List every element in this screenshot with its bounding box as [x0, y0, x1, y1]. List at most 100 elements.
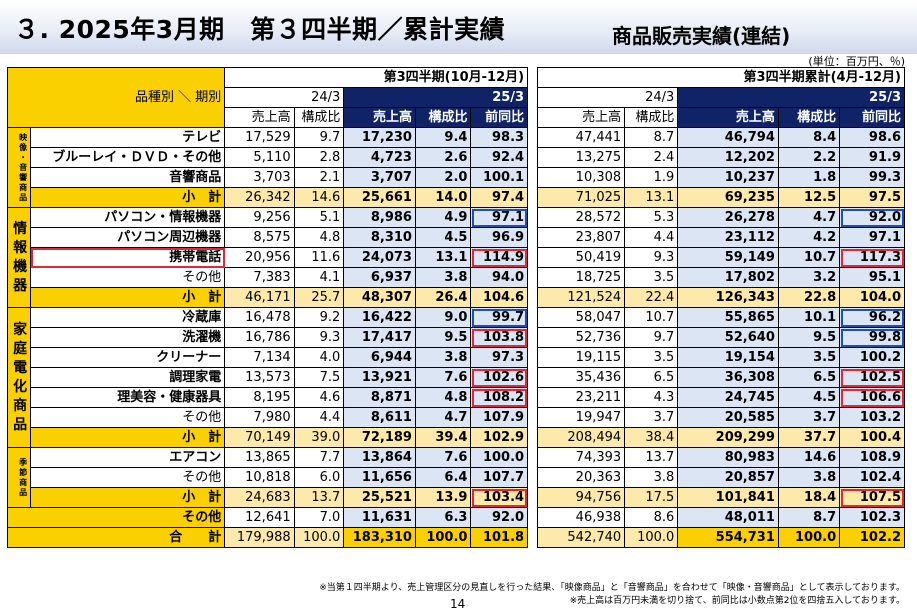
- cell-value: 59,149: [677, 247, 779, 268]
- cell-value: 13.1: [624, 187, 679, 208]
- cell-value: 4.3: [624, 387, 679, 408]
- cell-value: 100.0: [470, 447, 529, 468]
- cell-value: 91.9: [839, 147, 905, 168]
- cell-value: 9.0: [414, 307, 472, 328]
- table-row: 家庭電化商品冷蔵庫 16,478 9.2 16,422 9.0 99.7 58,047 10.…: [6, 307, 905, 448]
- cell-value: 6.5: [624, 367, 679, 388]
- page-subtitle: 商品販売実績(連結): [612, 24, 791, 48]
- cell-value: 14.6: [293, 187, 345, 208]
- cell-value: 102.5: [839, 367, 905, 388]
- category-season: 季節商品: [6, 447, 32, 508]
- cell-value: 108.2: [470, 387, 529, 408]
- row-label: 冷蔵庫: [30, 307, 226, 328]
- cell-value: 4.2: [777, 227, 841, 248]
- cell-value: 104.0: [839, 287, 905, 308]
- cell-value: 17,529: [224, 127, 295, 148]
- cell-value: 94.0: [470, 267, 529, 288]
- table-row: 理美容・健康器具 8,195 4.6 8,871 4.8 108.2 23,211 4.3 24…: [8, 387, 905, 408]
- cell-value: 37.7: [777, 427, 841, 448]
- cell-value: 18,725: [537, 267, 626, 288]
- cell-value: 48,307: [343, 287, 416, 308]
- cell-value: 20,363: [537, 467, 626, 488]
- row-label: その他: [30, 407, 226, 428]
- cell-value: 8,611: [343, 407, 416, 428]
- cell-value: 183,310: [343, 527, 416, 548]
- cell-value: 6,937: [343, 267, 416, 288]
- cell-value: 11,656: [343, 467, 416, 488]
- cell-value: 126,343: [677, 287, 779, 308]
- cell-value: 92.4: [470, 147, 529, 168]
- cell-value: 2.6: [414, 147, 472, 168]
- cell-value: 208,494: [537, 427, 626, 448]
- cell-value: 4.4: [293, 407, 345, 428]
- cell-value: 3.7: [624, 407, 679, 428]
- cell-value: 96.9: [470, 227, 529, 248]
- cell-value: 98.6: [839, 127, 905, 148]
- table-row: 映像・音響商品テレビ 17,529 9.7 17,230 9.4 98.3 47,441 8.…: [6, 127, 905, 208]
- table-row: 情報機器パソコン・情報機器 9,256 5.1 8,986 4.9 97.1 28,572 5…: [6, 207, 905, 308]
- cell-value: 3,703: [224, 167, 295, 188]
- cell-value: 35,436: [537, 367, 626, 388]
- cell-value: 28,572: [537, 207, 626, 228]
- cell-value: 14.0: [414, 187, 472, 208]
- cell-value: 20,585: [677, 407, 779, 428]
- cell-value: 107.7: [470, 467, 529, 488]
- cell-value: 13,865: [224, 447, 295, 468]
- cell-value: 58,047: [537, 307, 626, 328]
- cell-value: 10.1: [777, 307, 841, 328]
- cell-value: 103.8: [470, 327, 529, 348]
- cell-value: 7,980: [224, 407, 295, 428]
- cell-value: 2.0: [414, 167, 472, 188]
- cell-value: 9.3: [624, 247, 679, 268]
- cell-value: 13,864: [343, 447, 416, 468]
- cell-value: 9.7: [293, 127, 345, 148]
- cell-value: 103.2: [839, 407, 905, 428]
- row-label: その他: [6, 507, 226, 528]
- row-label: 携帯電話: [30, 247, 226, 268]
- cell-value: 97.1: [839, 227, 905, 248]
- cell-value: 22.8: [777, 287, 841, 308]
- cell-value: 2.2: [777, 147, 841, 168]
- unit-label: (単位：百万円、％): [808, 55, 905, 68]
- cell-value: 554,731: [677, 527, 779, 548]
- cell-value: 23,112: [677, 227, 779, 248]
- cell-value: 12,202: [677, 147, 779, 168]
- cell-value: 8,310: [343, 227, 416, 248]
- cell-value: 4.0: [293, 347, 345, 368]
- row-label: 理美容・健康器具: [30, 387, 226, 408]
- cell-value: 13,275: [537, 147, 626, 168]
- cell-value: 12,641: [224, 507, 295, 528]
- cell-value: 1.8: [777, 167, 841, 188]
- cell-value: 7.0: [293, 507, 345, 528]
- cell-value: 10,308: [537, 167, 626, 188]
- cell-value: 46,171: [224, 287, 295, 308]
- cell-value: 11.6: [293, 247, 345, 268]
- cell-value: 7.6: [414, 367, 472, 388]
- cell-value: 4.7: [777, 207, 841, 228]
- cum-prev-period: 24/3: [537, 87, 679, 108]
- cell-value: 95.1: [839, 267, 905, 288]
- row-label: その他: [30, 467, 226, 488]
- cell-value: 80,983: [677, 447, 779, 468]
- cell-value: 3.8: [624, 467, 679, 488]
- cell-value: 107.5: [839, 487, 905, 508]
- cell-value: 74,393: [537, 447, 626, 468]
- cell-value: 99.3: [839, 167, 905, 188]
- table-row: 洗濯機 16,786 9.3 17,417 9.5 103.8 52,736 9.7 52,64…: [8, 327, 905, 348]
- cell-value: 26,278: [677, 207, 779, 228]
- cell-value: 97.3: [470, 347, 529, 368]
- cell-value: 3.5: [777, 347, 841, 368]
- cell-value: 102.2: [839, 527, 905, 548]
- cell-value: 19,154: [677, 347, 779, 368]
- cell-value: 10,237: [677, 167, 779, 188]
- cell-value: 3.5: [624, 267, 679, 288]
- subtotal-row: 小 計 46,171 25.7 48,307 26.4 104.6 121,524 22.4 1…: [8, 287, 905, 308]
- cell-value: 4.5: [777, 387, 841, 408]
- cell-value: 24,683: [224, 487, 295, 508]
- cell-value: 6.3: [414, 507, 472, 528]
- cell-value: 23,211: [537, 387, 626, 408]
- cell-value: 8,986: [343, 207, 416, 228]
- cell-value: 25,521: [343, 487, 416, 508]
- cell-value: 9,256: [224, 207, 295, 228]
- row-label: 小 計: [30, 187, 226, 208]
